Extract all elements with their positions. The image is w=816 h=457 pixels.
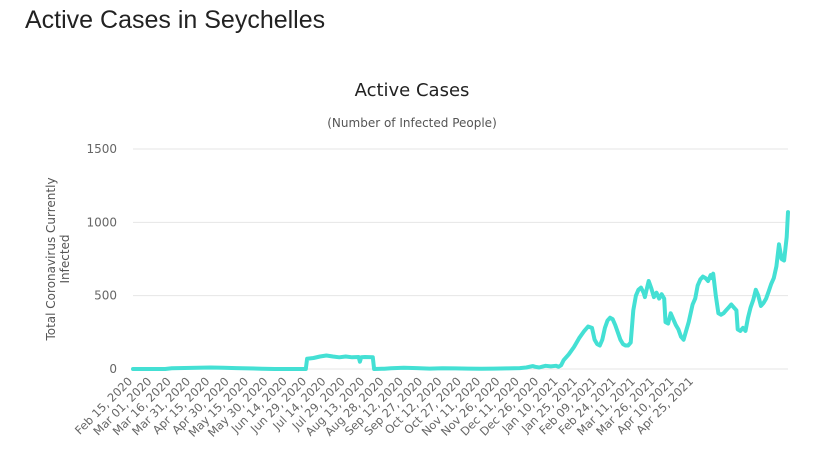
page-title: Active Cases in Seychelles: [25, 6, 326, 34]
y-tick-labels: 0 500 1000 1500: [86, 142, 117, 376]
chart-subtitle: (Number of Infected People): [327, 116, 497, 130]
y-axis-label-line: Infected: [58, 234, 72, 283]
chart-title: Active Cases: [355, 80, 470, 101]
y-axis-label: Total Coronavirus Currently Infected: [44, 177, 72, 341]
series-line: [131, 210, 790, 371]
y-tick-label: 1500: [86, 142, 117, 156]
y-tick-label: 500: [94, 289, 117, 303]
grid-layer: [133, 148, 788, 370]
y-tick-label: 0: [109, 362, 117, 376]
y-tick-label: 1000: [86, 215, 117, 229]
y-axis-label-line: Total Coronavirus Currently: [44, 177, 58, 341]
